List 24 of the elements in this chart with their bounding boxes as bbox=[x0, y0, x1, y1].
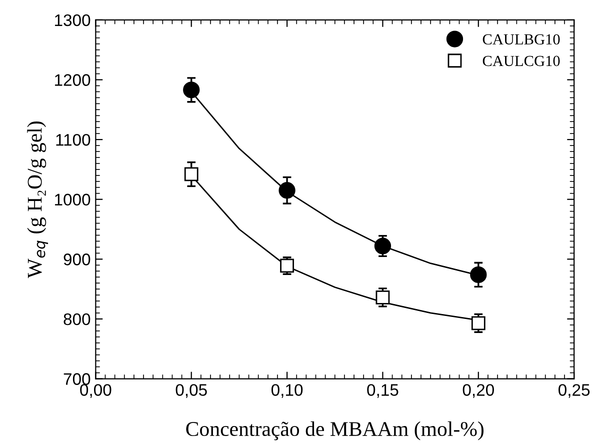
y-tick-label: 1300 bbox=[55, 14, 90, 26]
point bbox=[374, 238, 392, 254]
x-tick-label: 0,15 bbox=[367, 384, 398, 398]
y-tick-label: 1200 bbox=[55, 74, 90, 86]
legend-label: CAULCG10 bbox=[482, 56, 560, 66]
point bbox=[278, 182, 296, 199]
x-tick-label: 0,20 bbox=[462, 384, 494, 398]
x-axis-title: Concentração de MBAAm (mol-%) bbox=[186, 421, 484, 440]
point bbox=[470, 266, 487, 284]
point bbox=[471, 316, 486, 330]
y-tick-label: 800 bbox=[64, 313, 90, 326]
point bbox=[376, 290, 390, 304]
y-axis-title: W$_{eq}$ (g H₂O/g gel) bbox=[27, 122, 48, 278]
y-tick-label: 700 bbox=[64, 373, 90, 385]
x-tick-label: 0,25 bbox=[558, 384, 590, 398]
y-tick-label: 1100 bbox=[56, 134, 90, 146]
point bbox=[183, 82, 200, 98]
y-tick-label: 1000 bbox=[55, 194, 90, 206]
point bbox=[184, 167, 198, 182]
x-tick-label: 0,05 bbox=[176, 384, 207, 398]
legend-label: CAULBG10 bbox=[482, 34, 560, 45]
y-tick-label: 900 bbox=[64, 254, 90, 266]
x-tick-label: 0,10 bbox=[271, 384, 303, 398]
x-tick-label: 0,00 bbox=[80, 384, 112, 398]
